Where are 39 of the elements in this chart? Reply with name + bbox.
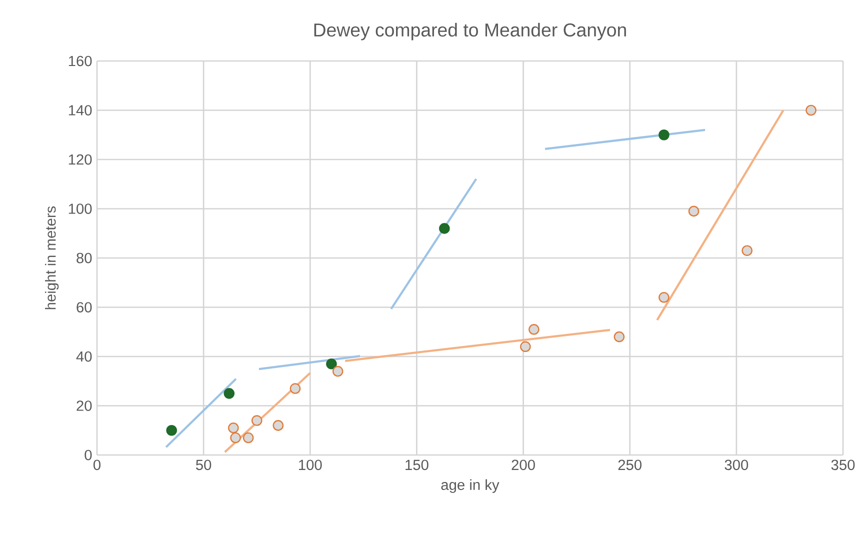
point (166, 424, 177, 436)
y-tick-label: 60 (76, 302, 92, 312)
x-tick-label: 100 (299, 460, 322, 470)
y-tick-label: 160 (68, 56, 92, 66)
x-tick-label: 50 (196, 460, 212, 470)
y-tick-label: 0 (84, 450, 92, 460)
y-tick-label: 80 (76, 252, 92, 264)
point (272, 420, 284, 431)
point (439, 223, 450, 234)
point (688, 206, 700, 217)
point (251, 415, 262, 426)
point (658, 292, 670, 303)
point (290, 383, 301, 394)
x-tick-label: 150 (406, 460, 428, 470)
point (614, 331, 625, 342)
point (224, 388, 235, 399)
x-tick-label: 350 (831, 460, 855, 470)
point (520, 341, 531, 352)
x-tick-label: 200 (512, 460, 535, 470)
y-axis-title: height in meters (45, 206, 59, 310)
x-tick-label: 0 (93, 460, 100, 470)
point (228, 422, 239, 434)
point (230, 432, 241, 444)
point (242, 432, 254, 444)
x-axis-title: age in ky (441, 479, 500, 493)
x-tick-label: 300 (724, 460, 748, 470)
y-tick-label: 40 (76, 351, 92, 362)
y-tick-label: 20 (76, 400, 92, 411)
y-tick-label: 120 (68, 154, 92, 165)
y-tick-label: 100 (68, 204, 92, 214)
point (326, 358, 337, 370)
point (332, 366, 344, 377)
y-tick-label: 140 (68, 105, 92, 116)
point (742, 245, 752, 256)
x-tick-label: 250 (618, 460, 642, 470)
point (528, 324, 540, 335)
chart-title: Dewey compared to Meander Canyon (314, 22, 626, 40)
point (806, 104, 816, 116)
point (658, 129, 670, 140)
